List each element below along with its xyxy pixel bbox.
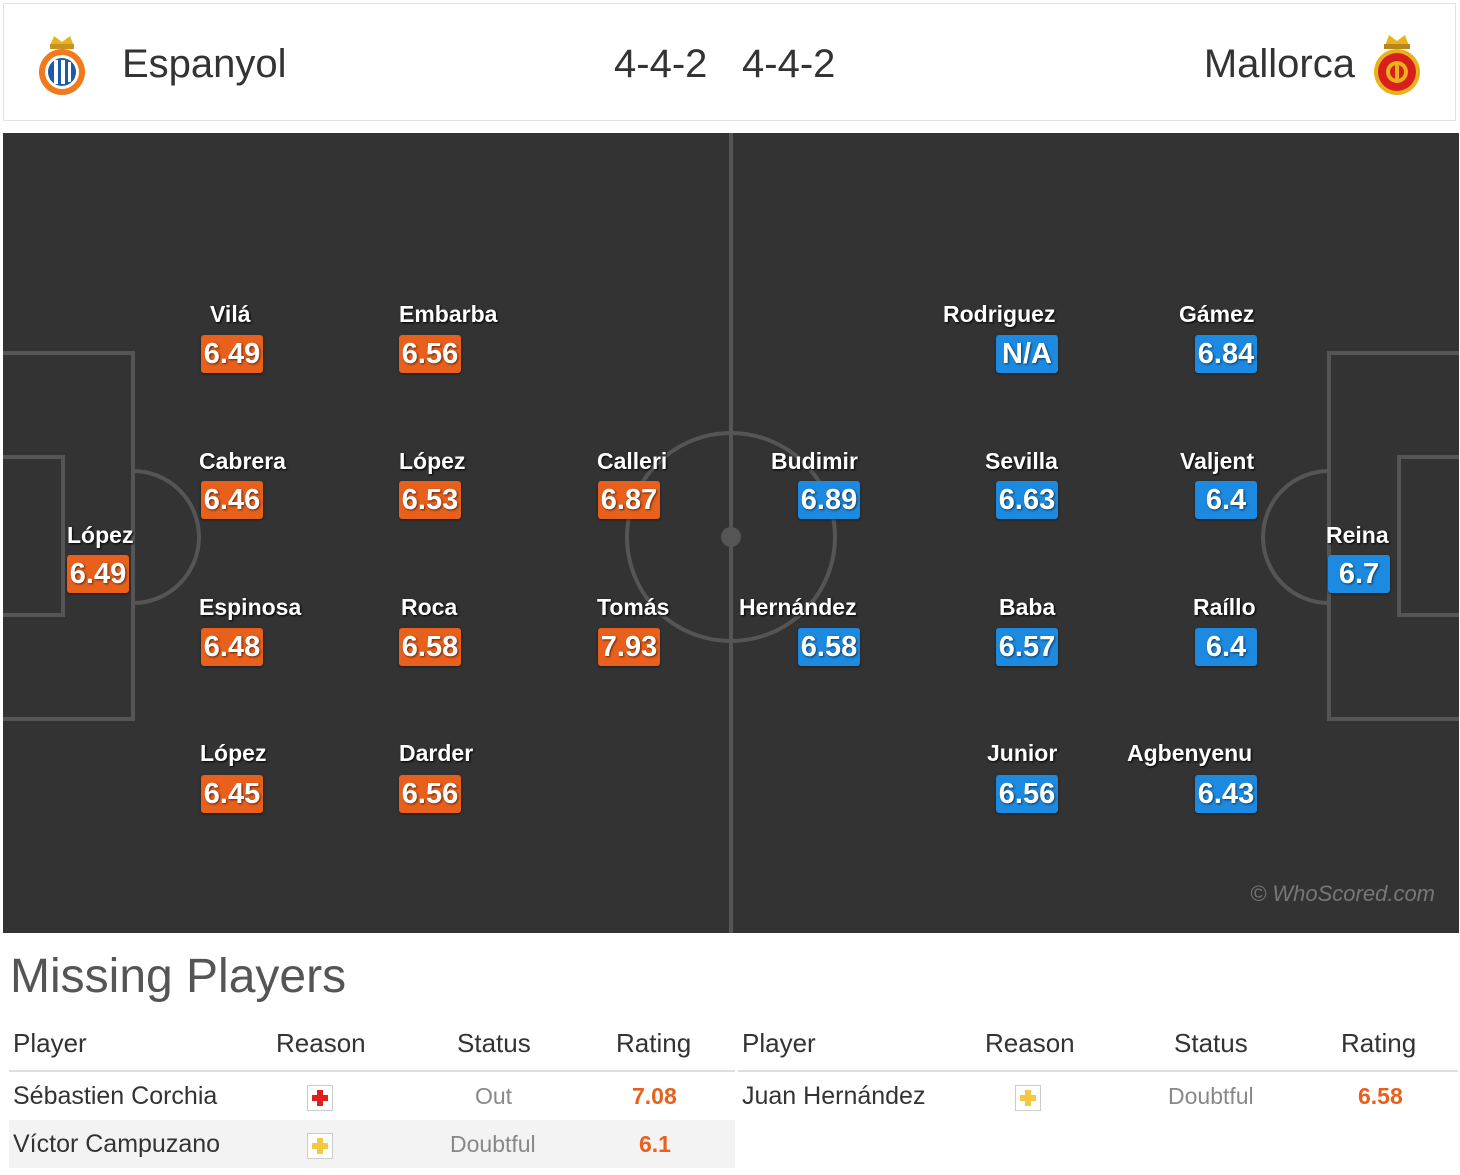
player-name: López xyxy=(67,522,134,548)
player-rating: 6.84 xyxy=(1195,335,1257,373)
header-divider xyxy=(9,1070,735,1072)
player-rating: 6.56 xyxy=(996,775,1058,813)
status-text: Doubtful xyxy=(1168,1083,1254,1109)
doubtful-cross-icon xyxy=(1015,1085,1041,1111)
player-rating: 6.46 xyxy=(201,481,263,519)
rating-value: 6.1 xyxy=(639,1131,671,1157)
player-name: Espinosa xyxy=(199,594,302,620)
doubtful-cross-icon xyxy=(307,1133,333,1159)
player-name: Cabrera xyxy=(199,448,286,474)
pitch: López 6.49 Vilá 6.49 Cabrera 6.46 Espino… xyxy=(3,133,1459,933)
player-rating: 6.48 xyxy=(201,628,263,666)
column-header-reason: Reason xyxy=(985,1028,1075,1058)
column-header-player: Player xyxy=(13,1028,87,1058)
player-name[interactable]: Juan Hernández xyxy=(742,1082,926,1110)
column-header-player: Player xyxy=(742,1028,816,1058)
player-rating: 6.49 xyxy=(201,335,263,373)
player-name: Valjent xyxy=(1180,448,1255,474)
header-divider xyxy=(738,1070,1458,1072)
player-name: Junior xyxy=(987,740,1058,766)
pitch-markings xyxy=(3,133,1459,933)
table-row[interactable]: Sébastien Corchia Out 7.08 xyxy=(9,1072,735,1120)
match-header: Espanyol 4-4-2 4-4-2 Mallorca xyxy=(3,3,1456,121)
table-row[interactable]: Víctor Campuzano Doubtful 6.1 xyxy=(9,1120,735,1168)
player-name: Raíllo xyxy=(1193,594,1256,620)
player-rating: 6.7 xyxy=(1328,555,1390,593)
player-rating: 6.45 xyxy=(201,775,263,813)
rating-value: 6.58 xyxy=(1358,1083,1403,1109)
mallorca-crest-icon xyxy=(1374,35,1420,95)
player-rating: 6.89 xyxy=(798,481,860,519)
home-formation: 4-4-2 xyxy=(614,42,708,86)
player-name: Tomás xyxy=(597,594,670,620)
player-rating: 6.43 xyxy=(1195,775,1257,813)
player-name: Reina xyxy=(1326,522,1389,548)
rating-value: 7.08 xyxy=(632,1083,677,1109)
player-rating: 6.56 xyxy=(399,775,461,813)
player-rating: N/A xyxy=(996,335,1058,373)
column-header-reason: Reason xyxy=(276,1028,366,1058)
player-name: Vilá xyxy=(210,301,251,327)
player-rating: 6.53 xyxy=(399,481,461,519)
player-name: López xyxy=(200,740,267,766)
away-team-name[interactable]: Mallorca xyxy=(1203,42,1355,86)
status-text: Doubtful xyxy=(450,1131,536,1157)
player-name: Calleri xyxy=(597,448,668,474)
player-name: Sevilla xyxy=(985,448,1058,474)
player-rating: 7.93 xyxy=(598,628,660,666)
player-rating: 6.58 xyxy=(798,628,860,666)
player-rating: 6.57 xyxy=(996,628,1058,666)
injury-cross-icon xyxy=(307,1085,333,1111)
player-name[interactable]: Víctor Campuzano xyxy=(13,1130,221,1158)
home-team-name[interactable]: Espanyol xyxy=(122,42,287,86)
player-rating: 6.56 xyxy=(399,335,461,373)
column-header-status: Status xyxy=(457,1028,531,1058)
player-name: Agbenyenu xyxy=(1127,740,1253,766)
player-rating: 6.63 xyxy=(996,481,1058,519)
away-formation: 4-4-2 xyxy=(742,42,836,86)
status-text: Out xyxy=(475,1083,513,1109)
player-name: Roca xyxy=(401,594,458,620)
missing-players-title: Missing Players xyxy=(10,950,347,1003)
espanyol-crest-icon xyxy=(39,36,85,95)
player-name: Gámez xyxy=(1179,301,1255,327)
player-rating: 6.4 xyxy=(1195,628,1257,666)
player-name[interactable]: Sébastien Corchia xyxy=(13,1082,218,1110)
player-name: Budimir xyxy=(771,448,858,474)
player-name: Rodriguez xyxy=(943,301,1056,327)
player-name: Hernández xyxy=(739,594,857,620)
column-header-status: Status xyxy=(1174,1028,1248,1058)
player-name: Darder xyxy=(399,740,474,766)
player-name: López xyxy=(399,448,466,474)
player-name: Baba xyxy=(999,594,1056,620)
player-rating: 6.87 xyxy=(598,481,660,519)
column-header-rating: Rating xyxy=(616,1028,692,1058)
player-rating: 6.49 xyxy=(67,555,129,593)
watermark: © WhoScored.com xyxy=(1250,881,1435,906)
player-rating: 6.58 xyxy=(399,628,461,666)
table-row[interactable]: Juan Hernández Doubtful 6.58 xyxy=(738,1072,1458,1120)
player-rating: 6.4 xyxy=(1195,481,1257,519)
column-header-rating: Rating xyxy=(1341,1028,1417,1058)
player-name: Embarba xyxy=(399,301,498,327)
